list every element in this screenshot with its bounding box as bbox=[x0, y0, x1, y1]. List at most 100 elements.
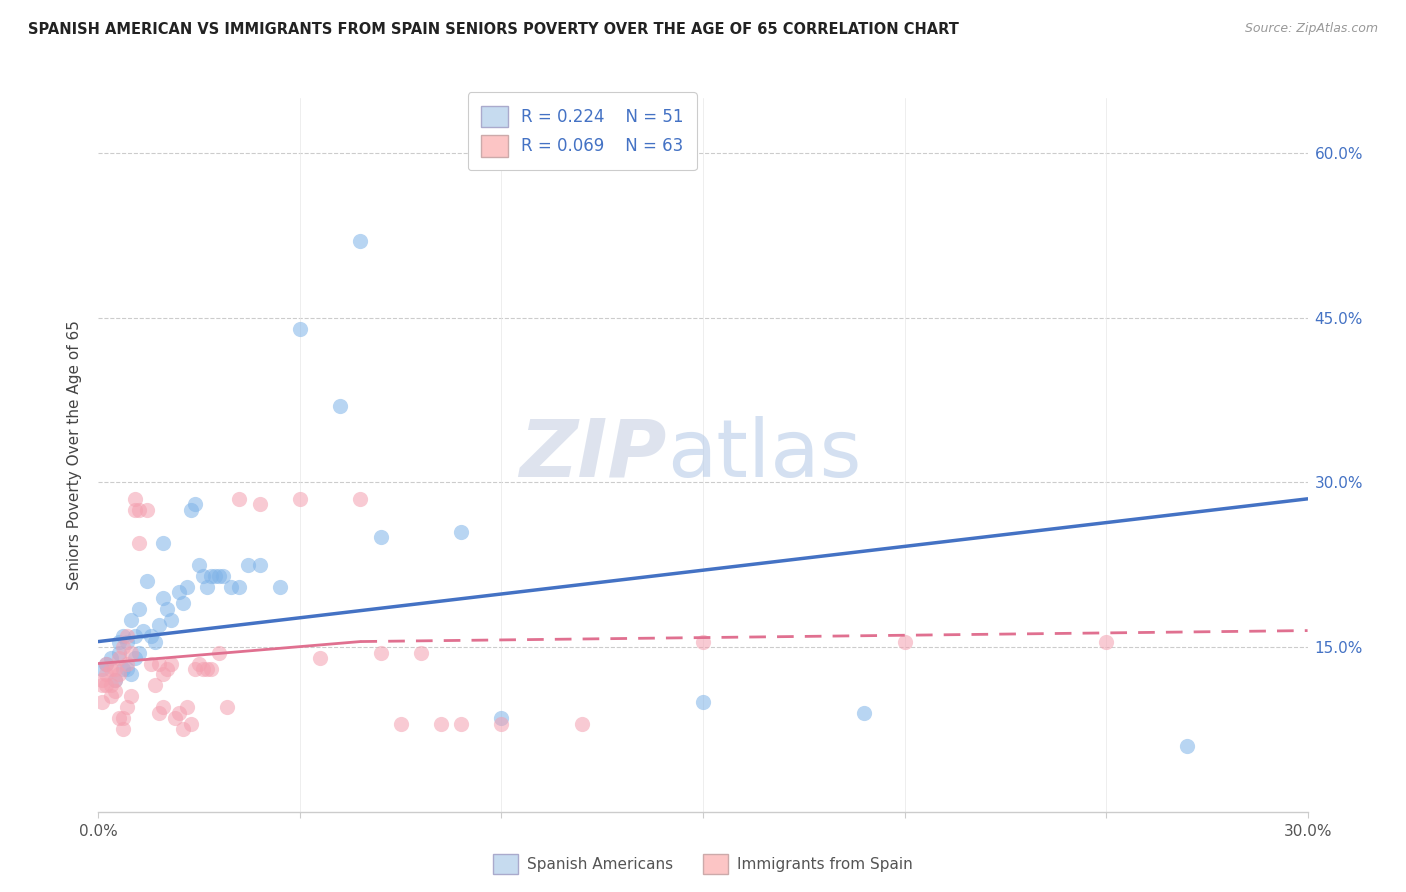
Point bbox=[329, 399, 352, 413]
Point bbox=[228, 580, 250, 594]
Point bbox=[107, 651, 129, 665]
Point bbox=[176, 580, 198, 594]
Point bbox=[193, 568, 215, 582]
Point bbox=[107, 646, 129, 660]
Point bbox=[107, 667, 129, 681]
Point bbox=[115, 657, 138, 671]
Point bbox=[91, 673, 114, 687]
Text: SPANISH AMERICAN VS IMMIGRANTS FROM SPAIN SENIORS POVERTY OVER THE AGE OF 65 COR: SPANISH AMERICAN VS IMMIGRANTS FROM SPAI… bbox=[28, 22, 959, 37]
Point bbox=[163, 711, 186, 725]
Point bbox=[249, 497, 271, 511]
Point bbox=[143, 678, 166, 692]
Point bbox=[103, 684, 125, 698]
Point bbox=[309, 651, 332, 665]
Point bbox=[152, 667, 174, 681]
Point bbox=[172, 596, 194, 610]
Point bbox=[184, 662, 207, 676]
Point bbox=[115, 629, 138, 643]
Point bbox=[180, 717, 202, 731]
Point bbox=[128, 535, 150, 549]
Point bbox=[349, 491, 371, 506]
Point bbox=[228, 491, 250, 506]
Point bbox=[148, 706, 170, 720]
Point bbox=[139, 657, 162, 671]
Point bbox=[156, 601, 179, 615]
Point bbox=[91, 662, 114, 676]
Point bbox=[160, 657, 183, 671]
Point bbox=[148, 657, 170, 671]
Point bbox=[148, 618, 170, 632]
Point bbox=[115, 700, 138, 714]
Point bbox=[107, 711, 129, 725]
Point bbox=[430, 717, 453, 731]
Text: Source: ZipAtlas.com: Source: ZipAtlas.com bbox=[1244, 22, 1378, 36]
Point bbox=[111, 629, 134, 643]
Point bbox=[571, 717, 593, 731]
Point bbox=[491, 717, 513, 731]
Point bbox=[212, 568, 235, 582]
Point bbox=[139, 629, 162, 643]
Point bbox=[103, 673, 125, 687]
Point bbox=[128, 646, 150, 660]
Point bbox=[389, 717, 412, 731]
Point bbox=[111, 711, 134, 725]
Point bbox=[152, 591, 174, 605]
Point bbox=[176, 700, 198, 714]
Point bbox=[115, 634, 138, 648]
Point bbox=[96, 657, 118, 671]
Point bbox=[107, 634, 129, 648]
Point bbox=[124, 503, 146, 517]
Point bbox=[91, 695, 114, 709]
Point bbox=[111, 723, 134, 737]
Point bbox=[217, 700, 239, 714]
Point bbox=[100, 678, 122, 692]
Point bbox=[172, 723, 194, 737]
Point bbox=[208, 568, 231, 582]
Point bbox=[135, 503, 157, 517]
Point bbox=[167, 585, 190, 599]
Y-axis label: Seniors Poverty Over the Age of 65: Seniors Poverty Over the Age of 65 bbox=[67, 320, 83, 590]
Point bbox=[195, 580, 218, 594]
Point bbox=[288, 321, 311, 335]
Point bbox=[152, 700, 174, 714]
Point bbox=[288, 491, 311, 506]
Point bbox=[450, 524, 472, 539]
Point bbox=[111, 662, 134, 676]
Point bbox=[180, 503, 202, 517]
Point bbox=[100, 690, 122, 704]
Point bbox=[167, 706, 190, 720]
Point bbox=[1095, 634, 1118, 648]
Point bbox=[184, 497, 207, 511]
Point bbox=[124, 491, 146, 506]
Point bbox=[100, 662, 122, 676]
Point bbox=[204, 568, 226, 582]
Point bbox=[160, 613, 183, 627]
Legend: R = 0.224    N = 51, R = 0.069    N = 63: R = 0.224 N = 51, R = 0.069 N = 63 bbox=[468, 92, 696, 170]
Point bbox=[221, 580, 243, 594]
Point bbox=[111, 640, 134, 654]
Point bbox=[120, 613, 142, 627]
Point bbox=[692, 634, 714, 648]
Point bbox=[135, 574, 157, 589]
Point bbox=[100, 651, 122, 665]
Point bbox=[188, 558, 211, 572]
Legend: Spanish Americans, Immigrants from Spain: Spanish Americans, Immigrants from Spain bbox=[486, 848, 920, 880]
Point bbox=[249, 558, 271, 572]
Point bbox=[269, 580, 291, 594]
Point bbox=[853, 706, 876, 720]
Point bbox=[893, 634, 915, 648]
Point bbox=[692, 695, 714, 709]
Point bbox=[370, 646, 392, 660]
Point bbox=[200, 568, 222, 582]
Point bbox=[115, 662, 138, 676]
Point bbox=[120, 667, 142, 681]
Point bbox=[195, 662, 218, 676]
Point bbox=[236, 558, 259, 572]
Point bbox=[103, 662, 125, 676]
Point bbox=[124, 651, 146, 665]
Point bbox=[124, 629, 146, 643]
Point bbox=[156, 662, 179, 676]
Text: ZIP: ZIP bbox=[519, 416, 666, 494]
Point bbox=[128, 503, 150, 517]
Point bbox=[491, 711, 513, 725]
